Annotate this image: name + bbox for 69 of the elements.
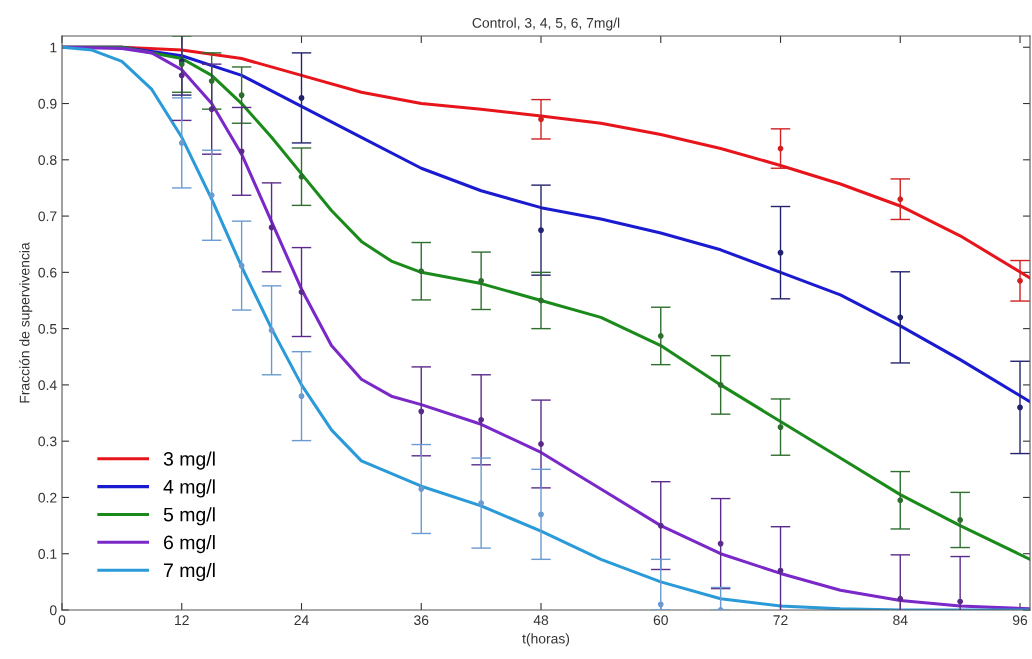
- point: [717, 382, 724, 388]
- point: [657, 333, 664, 339]
- point: [298, 289, 305, 295]
- x-axis-title: t(horas): [522, 633, 570, 647]
- x-tick-label: 84: [893, 615, 908, 626]
- legend-label: 6 mg/l: [164, 535, 215, 554]
- point: [178, 140, 185, 146]
- point: [897, 314, 904, 321]
- y-tick-label: 0.7: [38, 211, 57, 222]
- point: [478, 277, 485, 284]
- point: [538, 441, 544, 447]
- point: [777, 145, 784, 152]
- point: [418, 486, 425, 492]
- point: [478, 416, 485, 423]
- legend-label: 4 mg/l: [163, 479, 215, 498]
- point: [538, 227, 544, 234]
- point: [238, 148, 245, 155]
- point: [657, 522, 664, 529]
- point: [478, 500, 485, 506]
- point: [957, 517, 964, 523]
- point: [777, 424, 784, 430]
- point: [268, 224, 275, 231]
- y-tick-label: 0.8: [38, 155, 57, 165]
- y-tick-label: 0.1: [38, 549, 57, 559]
- legend-label: 5 mg/l: [163, 507, 215, 526]
- point: [268, 327, 275, 334]
- point: [897, 595, 904, 602]
- point: [208, 192, 215, 199]
- point: [717, 540, 724, 547]
- y-tick-label: 0.4: [38, 380, 57, 391]
- point: [298, 393, 305, 400]
- point: [538, 116, 544, 123]
- point: [957, 598, 964, 605]
- point: [418, 408, 425, 415]
- chart-title: Control, 3, 4, 5, 6, 7mg/l: [472, 17, 620, 31]
- y-tick-label: 1: [50, 42, 57, 53]
- y-tick-label: 0.6: [38, 267, 57, 278]
- point: [298, 95, 305, 101]
- y-tick-label: 0.3: [38, 436, 57, 447]
- point: [208, 78, 215, 84]
- point: [1017, 277, 1023, 284]
- legend-label: 3 mg/l: [163, 451, 215, 470]
- point: [538, 297, 544, 304]
- y-tick-label: 0: [49, 605, 57, 616]
- point: [777, 249, 784, 256]
- y-tick-label: 0.2: [38, 492, 57, 503]
- x-tick-label: 12: [175, 615, 189, 625]
- point: [238, 92, 245, 98]
- point: [538, 511, 544, 518]
- point: [238, 262, 245, 269]
- x-tick-label: 48: [533, 615, 549, 626]
- y-tick-label: 0.5: [38, 323, 57, 334]
- x-tick-label: 0: [58, 615, 66, 626]
- x-tick-label: 24: [294, 615, 309, 625]
- point: [897, 196, 904, 203]
- legend-label: 7 mg/l: [164, 562, 215, 582]
- point: [897, 497, 904, 504]
- x-tick-label: 36: [414, 615, 429, 626]
- point: [418, 268, 425, 275]
- point: [1017, 404, 1023, 411]
- x-tick-label: 60: [653, 615, 668, 626]
- x-tick-label: 96: [1012, 615, 1028, 626]
- y-axis-title: Fracción de supervivencia: [19, 242, 33, 403]
- point: [298, 173, 305, 180]
- point: [208, 106, 215, 113]
- x-tick-label: 72: [773, 615, 788, 625]
- y-tick-label: 0.9: [38, 98, 57, 109]
- point: [178, 72, 185, 79]
- point: [777, 567, 784, 574]
